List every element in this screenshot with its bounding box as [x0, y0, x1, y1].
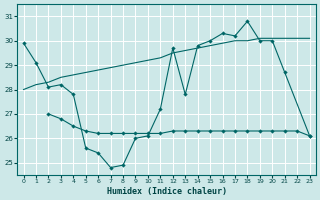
X-axis label: Humidex (Indice chaleur): Humidex (Indice chaleur): [107, 187, 227, 196]
